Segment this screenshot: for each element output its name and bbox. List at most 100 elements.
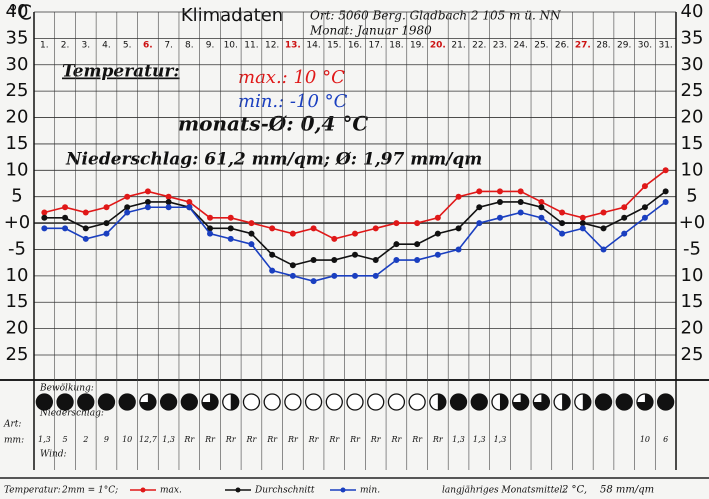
cloud-fill	[230, 394, 239, 410]
cloud-fill	[471, 394, 488, 410]
x-tick-label: 7.	[164, 41, 173, 51]
data-point	[455, 225, 462, 232]
data-point	[207, 214, 214, 221]
data-point	[269, 267, 276, 274]
cloud-fill	[437, 394, 446, 410]
data-point	[352, 230, 358, 237]
cloud-fill	[202, 394, 219, 410]
cloud-fill	[582, 394, 591, 410]
legend-swatch	[140, 487, 146, 493]
footer-longterm-temp: 2 °C,	[561, 485, 587, 496]
data-point	[579, 220, 586, 227]
data-point	[62, 204, 69, 211]
data-point	[517, 198, 524, 205]
x-tick-label: 22.	[472, 41, 486, 51]
x-tick-label: 25.	[534, 41, 548, 51]
y-tick-label: +0	[4, 212, 31, 233]
legend-label: max.	[160, 486, 182, 496]
data-point	[289, 230, 296, 237]
data-point	[641, 204, 648, 211]
x-tick-label: 21.	[451, 41, 465, 51]
x-tick-label: 4.	[102, 41, 111, 51]
y-tick-label: 5	[686, 186, 697, 207]
data-point	[248, 241, 255, 248]
y-tick-label: 10	[6, 265, 29, 286]
data-point	[496, 188, 503, 195]
data-point	[289, 272, 296, 279]
data-point	[372, 257, 379, 264]
data-point	[662, 188, 669, 195]
data-point	[455, 246, 462, 253]
data-point	[62, 225, 69, 232]
cloud-circle	[263, 393, 281, 411]
cloud-fill	[57, 394, 74, 410]
data-point	[621, 214, 628, 221]
x-tick-label: 16.	[348, 41, 362, 51]
data-point	[331, 257, 338, 264]
x-tick-label: 31.	[658, 41, 672, 51]
y-tick-label: 10	[6, 159, 29, 180]
x-tick-label: 26.	[555, 41, 569, 51]
data-point	[434, 214, 441, 221]
x-tick-label: 18.	[389, 41, 403, 51]
data-point	[641, 183, 648, 190]
data-point	[372, 225, 379, 232]
data-point	[144, 188, 151, 195]
data-point	[455, 193, 462, 200]
x-tick-label: 12.	[265, 41, 279, 51]
cloud-fill	[160, 394, 177, 410]
temp-heading: Temperatur:	[62, 62, 180, 82]
x-tick-label: 8.	[185, 41, 194, 51]
cloud-fill	[77, 394, 94, 410]
wind-label: Wind:	[40, 450, 67, 460]
data-point	[144, 198, 151, 205]
data-point	[476, 220, 483, 227]
y-tick-label: 25	[6, 80, 29, 101]
precip-value: Rr	[308, 435, 320, 444]
y-tick-label: 25	[6, 344, 29, 365]
x-tick-label: 20.	[430, 41, 446, 51]
data-point	[248, 230, 255, 237]
data-point	[434, 230, 441, 237]
y-unit: °C	[8, 1, 32, 25]
y-tick-label: 30	[6, 54, 29, 75]
data-point	[310, 278, 317, 285]
y-tick-label: 5	[11, 186, 22, 207]
cloud-circle	[387, 393, 406, 411]
cloud-fill	[636, 394, 653, 410]
precip-value: 9	[104, 435, 109, 444]
precip-value: Rr	[349, 435, 361, 444]
data-point	[124, 209, 131, 216]
data-point	[227, 235, 234, 242]
data-point	[579, 214, 586, 221]
y-tick-label: 20	[6, 107, 29, 128]
precip-value: Rr	[287, 435, 299, 444]
precip-value: 1,3	[452, 435, 465, 444]
cloud-fill	[36, 394, 53, 410]
x-tick-label: 29.	[617, 41, 631, 51]
x-tick-label: 24.	[514, 41, 528, 51]
y-tick-label: 15	[681, 291, 704, 312]
x-tick-label: 10.	[224, 41, 238, 51]
precip-note: Niederschlag: 61,2 mm/qm; Ø: 1,97 mm/qm	[65, 150, 482, 170]
x-tick-label: 2.	[61, 41, 70, 51]
data-point	[144, 204, 151, 211]
cloud-label: Bewölkung:	[39, 384, 94, 394]
data-point	[310, 225, 317, 232]
location: Ort: 5060 Berg. Gladbach 2 105 m ü. NN	[310, 9, 561, 23]
y-tick-label: 20	[6, 318, 29, 339]
data-point	[310, 257, 317, 264]
x-tick-label: 23.	[493, 41, 507, 51]
x-tick-label: 15.	[327, 41, 341, 51]
data-point	[41, 209, 48, 216]
x-tick-label: 1.	[40, 41, 49, 51]
data-point	[414, 220, 421, 227]
data-point	[124, 193, 131, 200]
cloud-fill	[499, 394, 508, 410]
cloud-circle	[346, 393, 364, 411]
precip-value: Rr	[225, 435, 237, 444]
y-tick-label: 25	[681, 80, 704, 101]
cloud-circle	[242, 393, 261, 411]
legend-label: min.	[360, 486, 380, 496]
x-tick-label: 14.	[306, 41, 320, 51]
